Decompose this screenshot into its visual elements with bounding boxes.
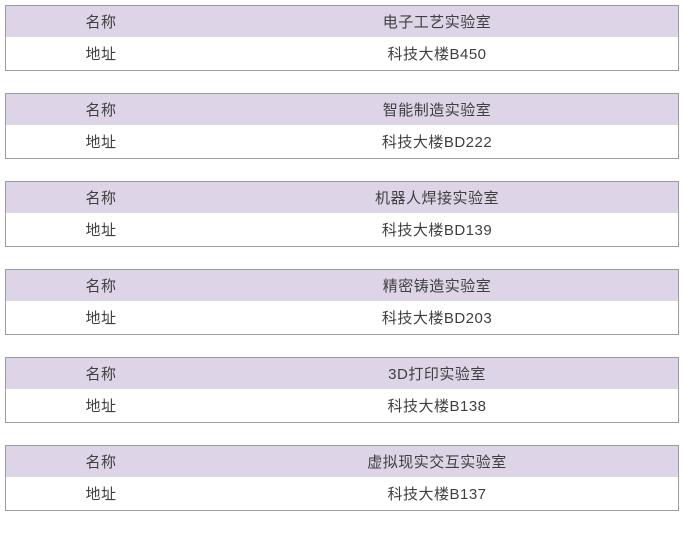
name-label: 名称 bbox=[85, 365, 117, 383]
lab-info-table-3: 名称 机器人焊接实验室 地址 科技大楼BD139 bbox=[5, 181, 679, 247]
name-label: 名称 bbox=[85, 13, 117, 31]
table-row-address: 地址 科技大楼B137 bbox=[5, 476, 679, 511]
name-label: 名称 bbox=[85, 277, 117, 295]
lab-info-table-1: 名称 电子工艺实验室 地址 科技大楼B450 bbox=[5, 5, 679, 71]
lab-name-value: 机器人焊接实验室 bbox=[374, 189, 499, 207]
table-row-address: 地址 科技大楼BD139 bbox=[5, 212, 679, 247]
lab-address-value: 科技大楼B137 bbox=[387, 485, 487, 503]
lab-name-value: 虚拟现实交互实验室 bbox=[367, 453, 507, 471]
address-label: 地址 bbox=[85, 133, 117, 151]
table-row-name: 名称 3D打印实验室 bbox=[5, 357, 679, 389]
address-label: 地址 bbox=[85, 45, 117, 63]
lab-info-table-5: 名称 3D打印实验室 地址 科技大楼B138 bbox=[5, 357, 679, 423]
lab-name-value: 智能制造实验室 bbox=[382, 101, 492, 119]
table-row-name: 名称 精密铸造实验室 bbox=[5, 269, 679, 301]
table-row-address: 地址 科技大楼BD203 bbox=[5, 300, 679, 335]
lab-name-value: 精密铸造实验室 bbox=[382, 277, 492, 295]
name-label: 名称 bbox=[85, 453, 117, 471]
table-row-name: 名称 虚拟现实交互实验室 bbox=[5, 445, 679, 477]
table-row-address: 地址 科技大楼B138 bbox=[5, 388, 679, 423]
table-row-name: 名称 智能制造实验室 bbox=[5, 93, 679, 125]
name-label: 名称 bbox=[85, 189, 117, 207]
address-label: 地址 bbox=[85, 485, 117, 503]
lab-info-table-2: 名称 智能制造实验室 地址 科技大楼BD222 bbox=[5, 93, 679, 159]
address-label: 地址 bbox=[85, 309, 117, 327]
address-label: 地址 bbox=[85, 397, 117, 415]
lab-address-value: 科技大楼B138 bbox=[387, 397, 487, 415]
lab-address-value: 科技大楼B450 bbox=[387, 45, 487, 63]
lab-name-value: 电子工艺实验室 bbox=[382, 13, 492, 31]
lab-name-value: 3D打印实验室 bbox=[388, 365, 486, 383]
table-row-name: 名称 电子工艺实验室 bbox=[5, 5, 679, 37]
lab-address-value: 科技大楼BD139 bbox=[381, 221, 493, 239]
table-row-address: 地址 科技大楼B450 bbox=[5, 36, 679, 71]
lab-address-value: 科技大楼BD203 bbox=[381, 309, 493, 327]
table-row-name: 名称 机器人焊接实验室 bbox=[5, 181, 679, 213]
table-row-address: 地址 科技大楼BD222 bbox=[5, 124, 679, 159]
lab-info-table-6: 名称 虚拟现实交互实验室 地址 科技大楼B137 bbox=[5, 445, 679, 511]
name-label: 名称 bbox=[85, 101, 117, 119]
lab-address-value: 科技大楼BD222 bbox=[381, 133, 493, 151]
address-label: 地址 bbox=[85, 221, 117, 239]
lab-info-table-4: 名称 精密铸造实验室 地址 科技大楼BD203 bbox=[5, 269, 679, 335]
